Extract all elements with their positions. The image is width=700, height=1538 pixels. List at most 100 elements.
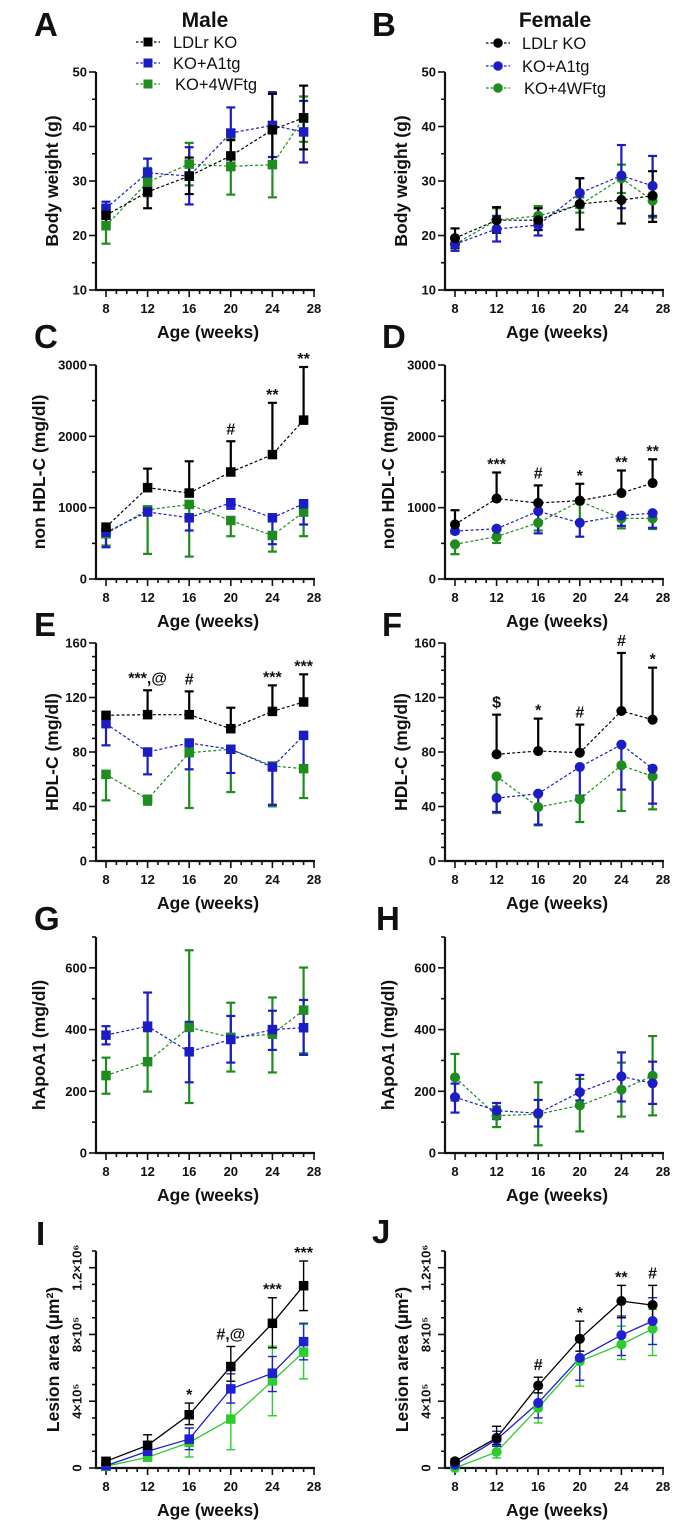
- panel-i-ko-4wftg-marker: [226, 1414, 236, 1424]
- panel-f-ldlr-ko-error-bar: [616, 651, 626, 711]
- panel-j-ldlr-ko-line: [454, 1300, 653, 1462]
- panel-f-ko-a1tg-marker: [533, 788, 544, 799]
- panel-d-significance-annotation: **: [615, 455, 628, 472]
- panel-d-y-tick-label: 1000: [407, 500, 436, 515]
- panel-d-significance-annotation: #: [534, 465, 543, 482]
- panel-letter-a: A: [34, 6, 58, 43]
- panel-f-ko-a1tg-marker: [616, 739, 627, 750]
- panel-a-ko-4wftg-marker: [226, 161, 236, 172]
- panel-c-y-tick-label: 3000: [58, 358, 87, 373]
- panel-f-ldlr-ko-error-bar: [492, 713, 502, 755]
- panel-f-ldlr-ko-marker: [533, 745, 544, 757]
- panel-e-ko-a1tg-error-bar: [267, 766, 277, 806]
- panel-d-x-tick-label: 16: [531, 590, 545, 605]
- panel-j-x-tick-label: 12: [489, 1479, 503, 1494]
- panel-i-ko-4wftg-line: [105, 1351, 305, 1467]
- panel-b-y-tick-label: 20: [422, 228, 436, 243]
- panel-h-ko-4wftg-marker: [449, 1072, 461, 1083]
- panel-g-ko-4wftg-marker: [101, 1070, 111, 1081]
- panel-f-x-axis-label: Age (weeks): [506, 893, 608, 913]
- panel-j-significance-annotation: #: [534, 1357, 543, 1374]
- panel-c-ldlr-ko-error-bar: [226, 440, 236, 472]
- panel-c-ko-a1tg-marker: [101, 527, 111, 537]
- panel-a-ldlr-ko-marker: [101, 210, 111, 221]
- panel-letter-h: H: [376, 900, 400, 937]
- panel-c-ko-a1tg-marker: [298, 498, 309, 509]
- panel-a-ko-a1tg-marker: [298, 127, 309, 137]
- panel-b-ldlr-ko-marker: [449, 233, 461, 244]
- panel-f-y-tick-label: 0: [429, 854, 436, 869]
- panel-d-significance-annotation: *: [577, 468, 584, 485]
- legend-marker-ko-a1tg: [143, 58, 153, 68]
- panel-i-ko-a1tg-marker: [142, 1446, 153, 1457]
- panel-f-ko-a1tg-marker: [574, 761, 585, 773]
- panel-g-ko-a1tg-line: [105, 1025, 304, 1053]
- panel-f-x-tick-label: 16: [531, 872, 545, 887]
- panel-b-ldlr-ko-marker: [491, 215, 502, 226]
- panel-j-ldlr-ko-marker: [449, 1456, 461, 1467]
- panel-f-ko-4wftg-marker: [647, 771, 658, 782]
- panel-b-ldlr-ko-line: [454, 195, 653, 239]
- panel-d-ko-4wftg-marker: [533, 517, 544, 528]
- panel-b-chart: 8 12 16 20 24 28 10 20 30 40 50 Body weight (g) Age …: [391, 65, 670, 343]
- panel-b-x-axis-label: Age (weeks): [506, 322, 608, 342]
- panel-c-significance-annotation: **: [297, 351, 310, 368]
- panel-d-ko-a1tg-marker: [533, 506, 544, 517]
- panel-i-ko-4wftg-marker: [298, 1347, 309, 1357]
- panel-c-ldlr-ko-error-bar: [299, 365, 309, 421]
- legend-marker-ko-4wftg: [493, 83, 503, 93]
- panel-c-significance-annotation: **: [266, 387, 279, 404]
- panel-f-x-tick-label: 28: [656, 872, 670, 887]
- panel-e-x-tick-label: 20: [224, 872, 238, 887]
- panel-j-ko-a1tg-marker: [533, 1397, 544, 1408]
- panel-h-x-axis-label: Age (weeks): [506, 1185, 608, 1205]
- panel-i-ldlr-ko-marker: [267, 1318, 278, 1329]
- panel-b-y-tick-label: 50: [422, 65, 436, 80]
- panel-a-y-tick-label: 40: [73, 119, 87, 134]
- panel-b-ko-a1tg-marker: [491, 223, 502, 235]
- panel-g-ko-a1tg-marker: [184, 1047, 194, 1057]
- panel-a-x-tick-label: 20: [224, 301, 238, 316]
- panel-e-significance-annotation: ***: [294, 658, 313, 675]
- panel-i-significance-annotation: *: [186, 1387, 193, 1404]
- legend-marker-ldlr-ko: [143, 37, 153, 47]
- panel-letter-d: D: [382, 318, 406, 355]
- panel-e-y-tick-label: 160: [65, 636, 87, 651]
- panel-a-ldlr-ko-marker: [142, 187, 153, 197]
- panel-d-ldlr-ko-line: [454, 482, 653, 525]
- panel-d-ko-a1tg-marker: [647, 508, 658, 519]
- panel-c-ko-4wftg-marker: [184, 499, 194, 510]
- panel-e-y-axis-label: HDL-C (mg/dl): [42, 693, 62, 811]
- panel-g-x-tick-label: 20: [224, 1164, 238, 1179]
- panel-d-chart: 8 12 16 20 24 28 0 1000 2000 3000 non HDL-C (mg/dl…: [378, 358, 670, 632]
- panel-letter-b: B: [372, 6, 396, 43]
- panel-f-ldlr-ko-marker: [491, 749, 502, 760]
- panel-c-x-tick-label: 16: [182, 590, 196, 605]
- panel-c-ldlr-ko-marker: [101, 522, 111, 532]
- panel-g-x-tick-label: 12: [140, 1164, 154, 1179]
- panel-f-ko-a1tg-marker: [647, 763, 658, 774]
- panel-f-ko-4wftg-marker: [574, 794, 585, 805]
- panel-h-x-tick-label: 8: [451, 1164, 458, 1179]
- panel-a-ko-4wftg-marker: [184, 159, 194, 169]
- panel-g-y-tick-label: 600: [65, 960, 87, 975]
- panel-a-ldlr-ko-marker: [184, 171, 194, 181]
- legend-marker-ko-a1tg: [493, 61, 503, 71]
- panel-c-x-tick-label: 24: [265, 590, 280, 605]
- panel-g-y-axis-label: hApoA1 (mg/dl): [29, 980, 49, 1110]
- panel-i-x-tick-label: 16: [182, 1479, 196, 1494]
- panel-c-ldlr-ko-marker: [142, 482, 153, 493]
- panel-i-ko-4wftg-marker: [142, 1452, 153, 1463]
- panel-e-chart: 8 12 16 20 24 28 0 40 80 120 160 HDL-C (mg/dl) Age (…: [42, 636, 321, 914]
- panel-c-y-tick-label: 2000: [58, 429, 87, 444]
- panel-b-ko-a1tg-line: [454, 174, 653, 245]
- panel-a-ko-a1tg-line: [105, 124, 304, 209]
- panel-b-x-tick-label: 16: [531, 301, 545, 316]
- legend-marker-ko-4wftg: [143, 79, 153, 89]
- panel-e-x-tick-label: 24: [265, 872, 280, 887]
- panel-i-x-tick-label: 8: [102, 1479, 109, 1494]
- panel-h-y-tick-label: 200: [414, 1084, 436, 1099]
- panel-d-ldlr-ko-marker: [647, 478, 658, 489]
- panel-j-x-tick-label: 28: [656, 1479, 670, 1494]
